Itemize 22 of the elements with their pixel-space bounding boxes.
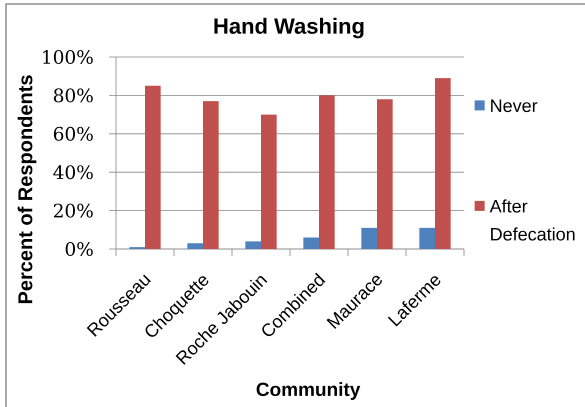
legend-label: After Defecation bbox=[490, 199, 575, 241]
bar bbox=[419, 228, 435, 250]
y-tick-label: 20% bbox=[54, 204, 93, 218]
y-tick-label: 40% bbox=[53, 165, 93, 180]
bar bbox=[203, 101, 219, 250]
bar bbox=[261, 114, 277, 250]
legend-label: Never bbox=[491, 100, 538, 112]
y-tick-label: 100% bbox=[43, 50, 93, 64]
bar bbox=[303, 237, 319, 250]
bar bbox=[145, 86, 161, 250]
x-axis-title: Community bbox=[256, 382, 360, 400]
y-tick-label: 60% bbox=[54, 126, 93, 141]
bar bbox=[361, 228, 377, 250]
y-axis-title: Percent of Respondents bbox=[18, 75, 36, 304]
y-tick-label: 80% bbox=[54, 88, 93, 102]
y-tick-label: 0% bbox=[66, 242, 93, 256]
chart-title: Hand Washing bbox=[214, 18, 364, 38]
bar bbox=[187, 243, 203, 250]
bar bbox=[319, 95, 335, 250]
bar bbox=[245, 241, 261, 250]
bar bbox=[435, 78, 451, 250]
bar bbox=[377, 99, 393, 250]
